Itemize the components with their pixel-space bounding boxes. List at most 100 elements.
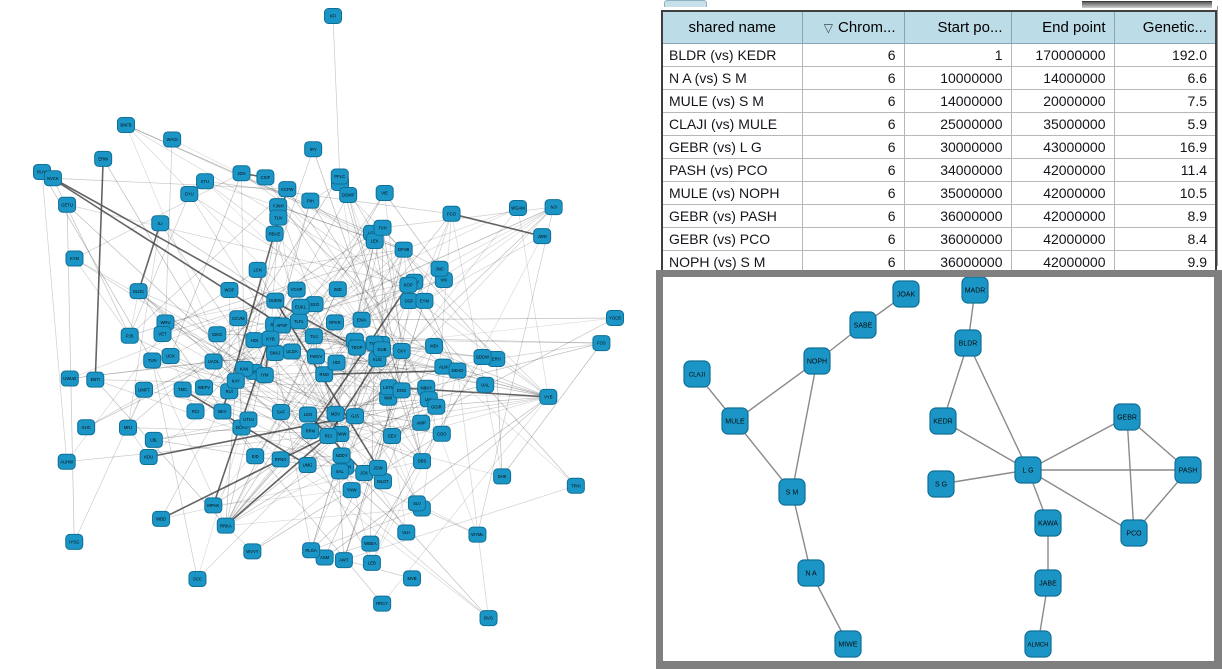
network-node[interactable]: PFLC: [330, 168, 349, 185]
node-shape[interactable]: [301, 423, 320, 440]
table-cell[interactable]: 36000000: [903, 227, 1012, 251]
node-shape[interactable]: [65, 533, 84, 550]
node-shape[interactable]: [195, 379, 214, 396]
node-shape[interactable]: [327, 354, 346, 371]
node-shape[interactable]: [334, 552, 353, 569]
network-node[interactable]: DUB: [372, 341, 391, 358]
node-shape[interactable]: [954, 329, 982, 357]
network-node[interactable]: KAY: [226, 372, 245, 389]
network-node[interactable]: JNC: [430, 260, 449, 277]
node-shape[interactable]: [1034, 509, 1062, 537]
network-node[interactable]: KOP: [399, 276, 418, 293]
network-node[interactable]: IITU: [196, 173, 215, 190]
network-node[interactable]: LBL: [144, 431, 163, 448]
network-node[interactable]: MLOT: [373, 473, 392, 490]
table-cell[interactable]: 1: [903, 43, 1012, 67]
node-shape[interactable]: [415, 292, 434, 309]
node-shape[interactable]: [65, 250, 84, 267]
network-node[interactable]: LEO: [299, 406, 318, 423]
node-shape[interactable]: [346, 408, 365, 425]
network-node[interactable]: NJI: [544, 199, 563, 216]
network-node-kedr[interactable]: KEDR: [929, 407, 957, 435]
table-cell[interactable]: 10.5: [1113, 181, 1217, 205]
network-node[interactable]: MPHK: [204, 497, 223, 514]
network-node-s-g[interactable]: S G: [927, 470, 955, 498]
network-node[interactable]: UWLW: [60, 370, 79, 387]
table-cell[interactable]: 42000000: [1010, 181, 1115, 205]
node-shape[interactable]: [539, 388, 558, 405]
network-node[interactable]: VET: [153, 325, 172, 342]
table-cell[interactable]: 43000000: [1010, 135, 1115, 159]
table-cell[interactable]: 6: [801, 135, 905, 159]
node-shape[interactable]: [1034, 569, 1062, 597]
table-cell[interactable]: 20000000: [1010, 89, 1115, 113]
network-node[interactable]: OUEW: [266, 292, 285, 309]
network-node-joak[interactable]: JOAK: [892, 280, 920, 308]
node-shape[interactable]: [929, 407, 957, 435]
network-node[interactable]: TMC: [173, 381, 192, 398]
node-shape[interactable]: [143, 352, 162, 369]
network-node[interactable]: PIH: [301, 192, 320, 209]
node-shape[interactable]: [161, 348, 180, 365]
table-cell[interactable]: 42000000: [1010, 227, 1115, 251]
network-node[interactable]: DYU: [180, 185, 199, 202]
node-shape[interactable]: [330, 463, 349, 480]
network-node-pco[interactable]: PCO: [1120, 519, 1148, 547]
network-node-s-m[interactable]: S M: [778, 478, 806, 506]
node-shape[interactable]: [325, 314, 344, 331]
table-cell[interactable]: 6: [801, 181, 905, 205]
node-shape[interactable]: [271, 451, 290, 468]
column-header-genetic[interactable]: Genetic...: [1113, 10, 1217, 44]
network-node[interactable]: BVG: [479, 610, 498, 627]
network-node-kawa[interactable]: KAWA: [1034, 509, 1062, 537]
network-node[interactable]: NVCK: [43, 170, 62, 187]
network-node[interactable]: MVB: [403, 570, 422, 587]
table-cell[interactable]: 170000000: [1010, 43, 1115, 67]
node-shape[interactable]: [299, 406, 318, 423]
node-shape[interactable]: [307, 348, 326, 365]
network-node[interactable]: IRY: [304, 141, 323, 158]
table-cell[interactable]: 14000000: [903, 89, 1012, 113]
node-shape[interactable]: [392, 382, 411, 399]
table-cell[interactable]: MULE (vs) NOPH: [661, 181, 803, 205]
network-node[interactable]: GGIR: [427, 398, 446, 415]
node-shape[interactable]: [243, 543, 262, 560]
network-node[interactable]: WVVY: [243, 543, 262, 560]
table-row[interactable]: N A (vs) S M 6 10000000 14000000 6.6: [661, 66, 1217, 90]
network-node[interactable]: GEV: [383, 428, 402, 445]
node-shape[interactable]: [372, 341, 391, 358]
network-node[interactable]: WBD: [152, 510, 171, 527]
network-node[interactable]: JDH: [232, 165, 251, 182]
table-cell[interactable]: N A (vs) S M: [661, 66, 803, 90]
node-shape[interactable]: [566, 477, 585, 494]
node-shape[interactable]: [448, 362, 467, 379]
network-node[interactable]: UTHJ: [239, 411, 258, 428]
node-shape[interactable]: [961, 277, 989, 304]
node-shape[interactable]: [256, 169, 275, 186]
network-node[interactable]: RNO: [315, 366, 334, 383]
network-node[interactable]: RRCY: [373, 595, 392, 612]
node-shape[interactable]: [173, 381, 192, 398]
node-shape[interactable]: [803, 347, 831, 375]
node-shape[interactable]: [362, 554, 381, 571]
network-node[interactable]: WOF: [220, 281, 239, 298]
node-shape[interactable]: [153, 325, 172, 342]
network-node[interactable]: MRJ: [119, 419, 138, 436]
network-node[interactable]: ULDA: [282, 343, 301, 360]
node-shape[interactable]: [721, 407, 749, 435]
node-shape[interactable]: [152, 510, 171, 527]
node-shape[interactable]: [271, 403, 290, 420]
node-shape[interactable]: [479, 610, 498, 627]
network-node-jabe[interactable]: JABE: [1034, 569, 1062, 597]
node-shape[interactable]: [339, 186, 358, 203]
overview-network-canvas[interactable]: KFIRPLBNFBRUYIYGCBWGAMRIWWVIKRDRNREWWRUD…: [0, 0, 650, 669]
node-shape[interactable]: [442, 205, 461, 222]
network-node[interactable]: IMD: [328, 281, 347, 298]
detail-network-canvas[interactable]: JOAK MADR SABE BLDR NOPH CLAJI MULE KEDR GEBR L G…: [663, 277, 1214, 661]
table-cell[interactable]: 6: [801, 227, 905, 251]
node-shape[interactable]: [476, 376, 495, 393]
node-shape[interactable]: [304, 328, 323, 345]
node-shape[interactable]: [849, 311, 877, 339]
node-shape[interactable]: [427, 398, 446, 415]
node-shape[interactable]: [60, 370, 79, 387]
